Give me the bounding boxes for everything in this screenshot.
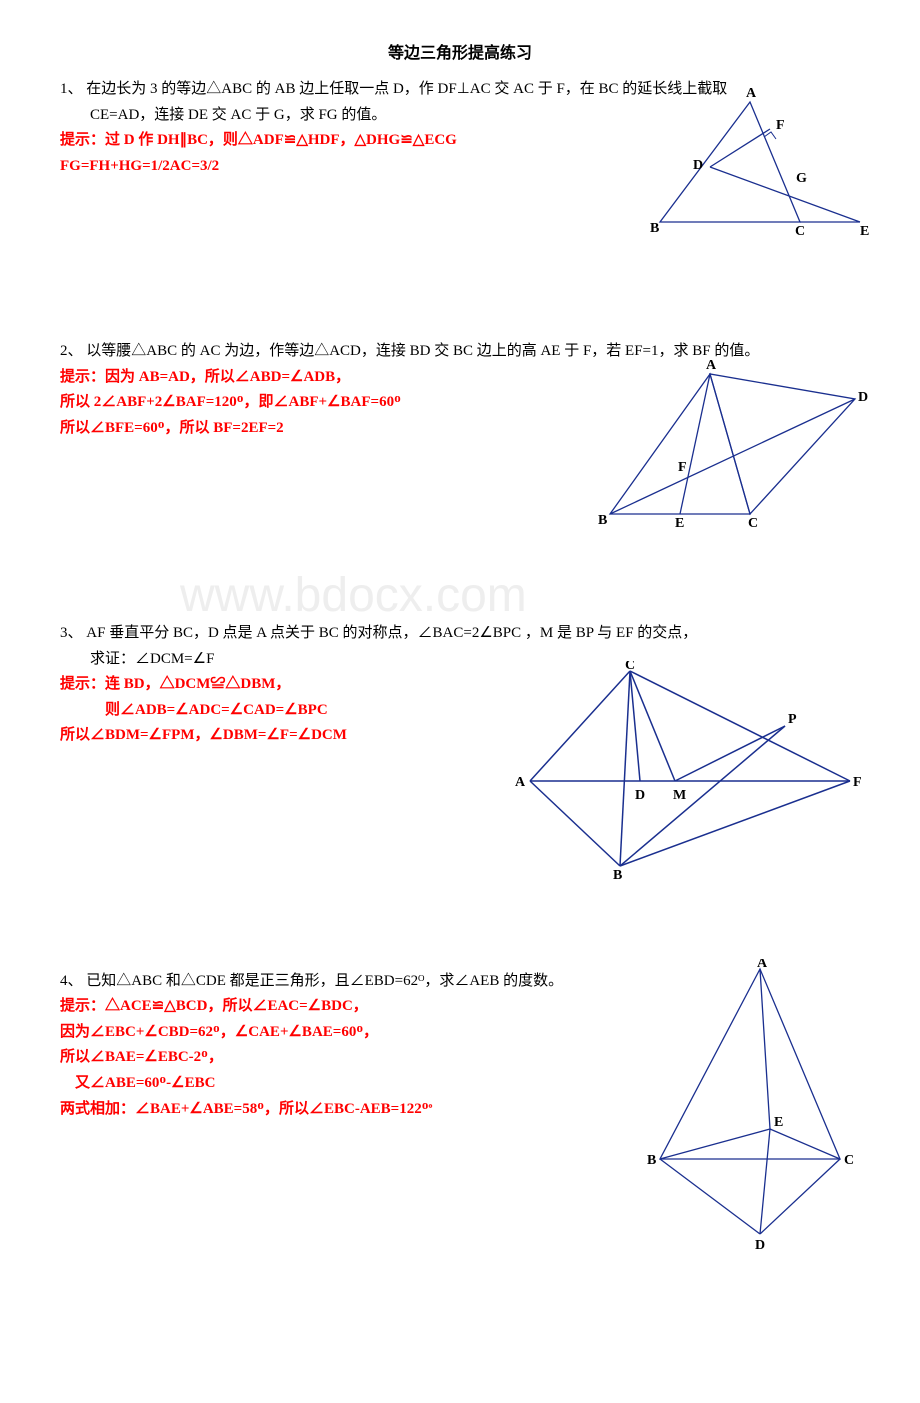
svg-text:B: B	[613, 868, 622, 881]
problem-text: AF 垂直平分 BC，D 点是 A 点关于 BC 的对称点，∠BAC=2∠BPC…	[86, 625, 697, 641]
problem-text: 以等腰△ABC 的 AC 为边，作等边△ACD，连接 BD 交 BC 边上的高 …	[86, 343, 759, 359]
svg-text:C: C	[748, 516, 758, 531]
svg-text:A: A	[706, 359, 717, 373]
svg-text:E: E	[860, 224, 869, 239]
svg-text:A: A	[746, 87, 757, 101]
svg-text:B: B	[647, 1153, 656, 1168]
diagram-2: A B C D E F	[580, 359, 870, 539]
svg-text:C: C	[625, 661, 635, 673]
problem-2: 2、 以等腰△ABC 的 AC 为边，作等边△ACD，连接 BD 交 BC 边上…	[60, 339, 860, 581]
svg-text:F: F	[776, 118, 785, 133]
problem-3: 3、 AF 垂直平分 BC，D 点是 A 点关于 BC 的对称点，∠BAC=2∠…	[60, 621, 860, 929]
svg-text:C: C	[844, 1153, 854, 1168]
problem-4: 4、 已知△ABC 和△CDE 都是正三角形，且∠EBD=62ᴼ，求∠AEB 的…	[60, 969, 860, 1323]
svg-text:D: D	[858, 390, 868, 405]
svg-text:F: F	[678, 460, 687, 475]
problem-number: 1、	[60, 81, 83, 97]
svg-text:D: D	[635, 788, 645, 803]
svg-text:E: E	[774, 1115, 783, 1130]
svg-text:C: C	[795, 224, 805, 239]
svg-text:A: A	[515, 775, 526, 790]
problem-number: 3、	[60, 625, 83, 641]
svg-text:D: D	[755, 1238, 765, 1253]
problem-number: 4、	[60, 973, 83, 989]
diagram-1: A B C E D F G	[620, 87, 880, 247]
svg-text:G: G	[796, 171, 807, 186]
svg-text:B: B	[650, 221, 659, 236]
diagram-3: C A F D M P B	[510, 661, 870, 881]
diagram-4: A B C D E	[640, 959, 860, 1259]
page-title: 等边三角形提高练习	[60, 40, 860, 67]
problem-1: 1、 在边长为 3 的等边△ABC 的 AB 边上任取一点 D，作 DF⊥AC …	[60, 77, 860, 299]
svg-text:B: B	[598, 513, 607, 528]
svg-text:A: A	[757, 959, 768, 971]
svg-text:F: F	[853, 775, 862, 790]
problem-text: 已知△ABC 和△CDE 都是正三角形，且∠EBD=62ᴼ，求∠AEB 的度数。	[86, 973, 563, 989]
svg-text:D: D	[693, 158, 703, 173]
svg-text:M: M	[673, 788, 686, 803]
svg-text:E: E	[675, 516, 684, 531]
svg-text:P: P	[788, 712, 797, 727]
problem-number: 2、	[60, 343, 83, 359]
